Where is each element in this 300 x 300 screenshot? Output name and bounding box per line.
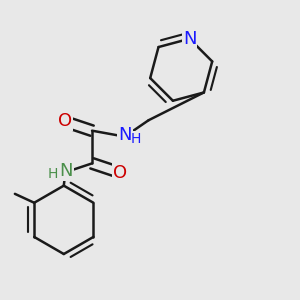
Text: N: N	[118, 126, 131, 144]
Text: O: O	[58, 112, 72, 130]
Text: N: N	[59, 162, 73, 180]
Text: O: O	[112, 164, 127, 182]
Text: H: H	[48, 167, 58, 181]
Text: H: H	[131, 132, 141, 146]
Text: N: N	[183, 30, 196, 48]
